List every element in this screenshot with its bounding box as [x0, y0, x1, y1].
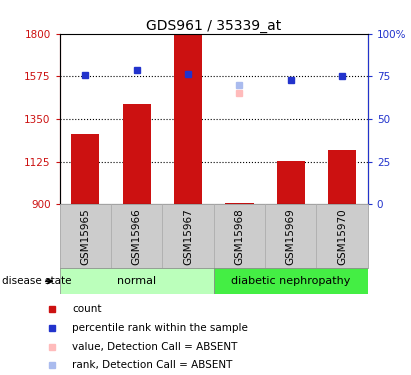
Text: percentile rank within the sample: percentile rank within the sample — [72, 323, 248, 333]
Bar — [328, 150, 356, 204]
Bar — [225, 203, 254, 204]
Bar — [162, 204, 214, 268]
Text: disease state: disease state — [2, 276, 72, 286]
Bar — [60, 268, 214, 294]
Bar — [214, 204, 265, 268]
Text: GSM15970: GSM15970 — [337, 208, 347, 265]
Bar — [174, 34, 202, 204]
Text: GSM15969: GSM15969 — [286, 208, 296, 265]
Bar — [214, 268, 368, 294]
Text: rank, Detection Call = ABSENT: rank, Detection Call = ABSENT — [72, 360, 232, 370]
Text: GSM15967: GSM15967 — [183, 208, 193, 265]
Bar — [316, 204, 368, 268]
Bar — [71, 134, 99, 204]
Bar — [265, 204, 316, 268]
Bar — [122, 104, 151, 204]
Bar — [111, 204, 162, 268]
Text: normal: normal — [117, 276, 156, 286]
Bar — [60, 204, 111, 268]
Text: GSM15968: GSM15968 — [234, 208, 245, 265]
Text: count: count — [72, 304, 102, 314]
Text: GSM15966: GSM15966 — [132, 208, 142, 265]
Bar — [277, 161, 305, 204]
Text: GSM15965: GSM15965 — [80, 208, 90, 265]
Text: value, Detection Call = ABSENT: value, Detection Call = ABSENT — [72, 342, 237, 351]
Text: diabetic nephropathy: diabetic nephropathy — [231, 276, 351, 286]
Title: GDS961 / 35339_at: GDS961 / 35339_at — [146, 19, 282, 33]
